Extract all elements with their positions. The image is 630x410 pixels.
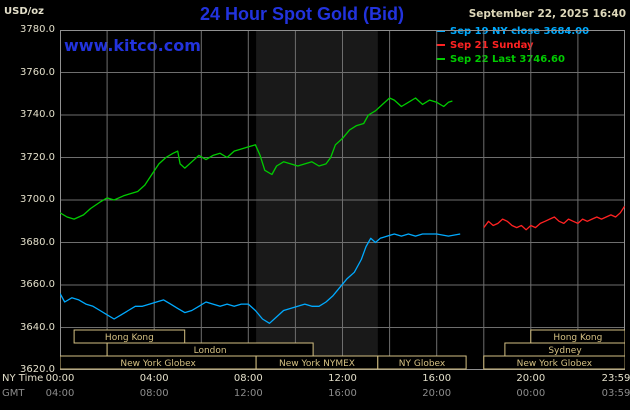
- x-axis-tick-label-nytime: 00:00: [45, 373, 75, 384]
- chart-title: 24 Hour Spot Gold (Bid): [200, 4, 404, 24]
- session-label: New York NYMEX: [279, 359, 355, 369]
- session-label: Hong Kong: [553, 333, 602, 343]
- legend-item-sep21: Sep 21 Sunday: [436, 39, 589, 53]
- datetime-label: September 22, 2025 16:40: [468, 8, 626, 20]
- x-axis-tick-label-gmt: 03:59: [601, 388, 630, 399]
- x-axis-tick-label-nytime: 20:00: [516, 373, 546, 384]
- y-axis-tick-label: 3740.0: [20, 109, 55, 120]
- x-axis-tick-label-gmt: 12:00: [233, 388, 263, 399]
- x-axis-tick-label-gmt: 00:00: [516, 388, 546, 399]
- x-axis-tick-label-nytime: 12:00: [328, 373, 357, 384]
- x-axis-tick-label-nytime: 16:00: [422, 373, 452, 384]
- session-label: Hong Kong: [105, 333, 154, 343]
- session-box: [483, 355, 625, 370]
- x-axis-timezone-label-gmt: GMT: [2, 388, 25, 399]
- y-axis-tick-label: 3620.0: [20, 364, 55, 375]
- price-line-sep-22: [60, 97, 453, 220]
- price-line-sep-19: [60, 233, 461, 324]
- legend-swatch-sep22: [436, 58, 445, 60]
- x-axis-tick-label-nytime: 08:00: [233, 373, 263, 384]
- session-label: New York Globex: [517, 359, 593, 369]
- x-axis-timezone-label-nytime: NY Time: [2, 373, 44, 384]
- plot-area: Hong Kong Hong Kong London Sydney New York G…: [60, 30, 625, 370]
- legend-item-sep22: Sep 22 Last 3746.60: [436, 53, 589, 67]
- session-label: London: [194, 346, 227, 356]
- session-box: [377, 355, 467, 370]
- x-axis-tick-label-gmt: 08:00: [139, 388, 169, 399]
- y-axis-tick-label: 3660.0: [20, 279, 55, 290]
- x-axis-tick-label-nytime: 23:59: [601, 373, 630, 384]
- legend-label-sep19: Sep 19 NY close 3684.00: [450, 26, 590, 37]
- legend-label-sep22: Sep 22 Last 3746.60: [450, 54, 565, 65]
- session-label: Sydney: [548, 346, 582, 356]
- y-axis-tick-label: 3780.0: [20, 24, 55, 35]
- y-axis-tick-label: 3760.0: [20, 66, 55, 78]
- x-axis-tick-label-gmt: 16:00: [328, 388, 357, 399]
- y-axis-tick-label: 3700.0: [20, 194, 55, 205]
- legend-label-sep21: Sep 21 Sunday: [450, 40, 534, 51]
- x-axis-tick-label-nytime: 04:00: [139, 373, 169, 384]
- session-label: NY Globex: [399, 359, 446, 369]
- kitco-watermark-link[interactable]: www.kitco.com: [64, 36, 201, 55]
- y-axis-tick-label: 3720.0: [20, 151, 55, 163]
- y-axis-tick-label: 3640.0: [20, 321, 55, 333]
- price-line-sep-21: [483, 206, 625, 231]
- y-axis-tick-label: 3680.0: [20, 236, 55, 248]
- x-axis-tick-label-gmt: 04:00: [45, 388, 75, 399]
- legend-swatch-sep21: [436, 44, 445, 46]
- session-label: New York Globex: [120, 359, 196, 369]
- x-axis-tick-label-gmt: 20:00: [422, 388, 452, 399]
- units-label: USD/oz: [4, 6, 44, 17]
